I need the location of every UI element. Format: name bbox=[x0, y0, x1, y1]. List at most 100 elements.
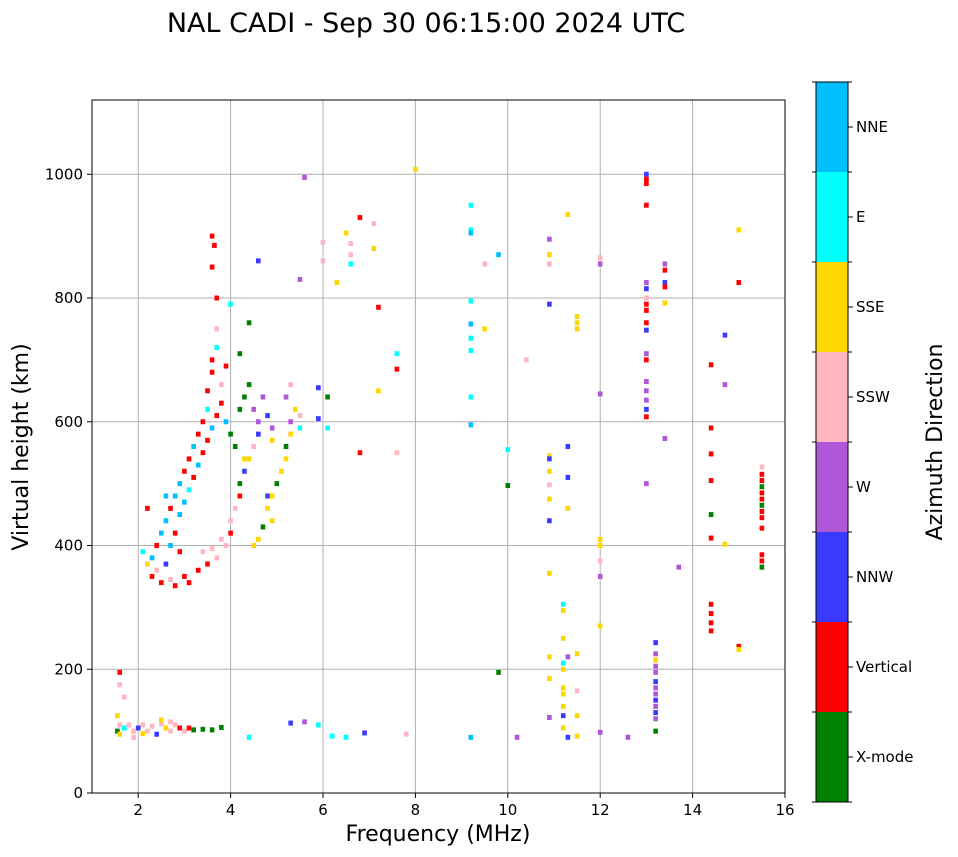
data-point bbox=[279, 468, 284, 474]
data-point bbox=[644, 357, 649, 363]
data-point bbox=[242, 468, 247, 474]
data-point bbox=[329, 733, 335, 739]
y-tick-label: 1000 bbox=[45, 165, 83, 183]
data-point bbox=[662, 435, 668, 441]
data-point bbox=[186, 725, 192, 731]
data-point bbox=[662, 267, 668, 273]
data-point bbox=[644, 397, 649, 403]
data-point bbox=[288, 720, 293, 726]
data-point bbox=[348, 241, 354, 247]
data-point bbox=[232, 505, 238, 511]
data-point bbox=[560, 703, 566, 709]
data-point bbox=[560, 691, 566, 697]
data-point bbox=[565, 505, 571, 511]
data-point bbox=[653, 651, 658, 657]
y-tick-label: 0 bbox=[73, 784, 83, 802]
colorbar-tick-label: E bbox=[856, 208, 865, 226]
data-point bbox=[653, 728, 658, 734]
data-point bbox=[560, 660, 566, 666]
data-point bbox=[362, 730, 367, 736]
data-point bbox=[644, 414, 649, 420]
colorbar-segment bbox=[816, 172, 848, 262]
data-point bbox=[237, 481, 243, 487]
data-point bbox=[223, 543, 229, 548]
data-point bbox=[195, 567, 201, 573]
data-point bbox=[191, 727, 196, 733]
data-point bbox=[154, 731, 159, 737]
data-point bbox=[320, 239, 326, 245]
colorbar-label: Azimuth Direction bbox=[923, 343, 948, 540]
data-point bbox=[214, 555, 220, 561]
colorbar-tick-label: NNW bbox=[856, 568, 893, 586]
x-tick-label: 12 bbox=[591, 801, 610, 819]
data-point bbox=[195, 462, 201, 468]
x-axis-label: Frequency (MHz) bbox=[346, 822, 531, 847]
data-point bbox=[177, 725, 183, 731]
data-point bbox=[232, 444, 238, 449]
colorbar-tick-label: W bbox=[856, 478, 871, 496]
data-point bbox=[597, 573, 603, 579]
data-point bbox=[653, 710, 658, 716]
colorbar-legend: X-mode Vertical NNW W SSW SSE E NNE bbox=[812, 81, 913, 803]
data-point bbox=[597, 536, 603, 542]
data-point bbox=[209, 357, 215, 363]
data-point bbox=[653, 716, 658, 722]
colorbar-segment bbox=[816, 82, 848, 172]
data-point bbox=[223, 363, 229, 369]
data-point bbox=[117, 731, 123, 737]
y-axis-label: Virtual height (km) bbox=[9, 343, 34, 550]
data-point bbox=[182, 499, 187, 505]
data-point bbox=[468, 321, 474, 327]
data-point bbox=[547, 301, 552, 307]
data-point bbox=[523, 357, 529, 363]
data-point bbox=[759, 564, 765, 570]
data-point bbox=[260, 394, 266, 400]
data-point bbox=[182, 573, 187, 579]
data-point bbox=[219, 536, 224, 542]
data-point bbox=[168, 505, 173, 511]
data-point bbox=[644, 181, 649, 187]
colorbar-tick-label: Vertical bbox=[856, 658, 912, 676]
data-point bbox=[357, 450, 363, 456]
data-point bbox=[283, 456, 289, 462]
data-point bbox=[759, 502, 765, 508]
data-point bbox=[371, 246, 377, 251]
data-point bbox=[482, 261, 488, 267]
data-point bbox=[223, 419, 229, 425]
data-point bbox=[348, 252, 354, 258]
x-tick-label: 10 bbox=[498, 801, 517, 819]
data-point bbox=[547, 715, 552, 721]
data-point bbox=[560, 635, 566, 641]
data-point bbox=[560, 685, 566, 691]
data-point bbox=[212, 242, 217, 248]
data-point bbox=[496, 669, 501, 675]
data-point bbox=[154, 567, 159, 573]
data-point bbox=[177, 512, 183, 518]
data-point bbox=[468, 348, 474, 354]
data-points bbox=[115, 166, 765, 740]
data-point bbox=[708, 620, 714, 626]
data-point bbox=[214, 326, 220, 332]
data-point bbox=[565, 211, 571, 217]
data-point bbox=[242, 456, 247, 462]
colorbar-segment bbox=[816, 442, 848, 532]
colorbar-tick-label: X-mode bbox=[856, 748, 913, 766]
data-point bbox=[200, 549, 206, 555]
data-point bbox=[177, 481, 183, 487]
data-point bbox=[205, 561, 210, 567]
chart-title: NAL CADI - Sep 30 06:15:00 2024 UTC bbox=[167, 8, 685, 39]
colorbar-segment bbox=[816, 352, 848, 442]
data-point bbox=[256, 431, 261, 437]
data-point bbox=[205, 388, 210, 394]
data-point bbox=[200, 726, 206, 732]
data-point bbox=[115, 713, 120, 719]
data-point bbox=[163, 561, 169, 567]
data-point bbox=[565, 654, 571, 660]
data-point bbox=[514, 734, 520, 740]
data-point bbox=[759, 496, 765, 502]
data-point bbox=[158, 580, 164, 586]
data-point bbox=[644, 481, 649, 487]
data-point bbox=[246, 382, 252, 388]
data-point bbox=[145, 505, 150, 511]
data-point bbox=[394, 351, 400, 357]
